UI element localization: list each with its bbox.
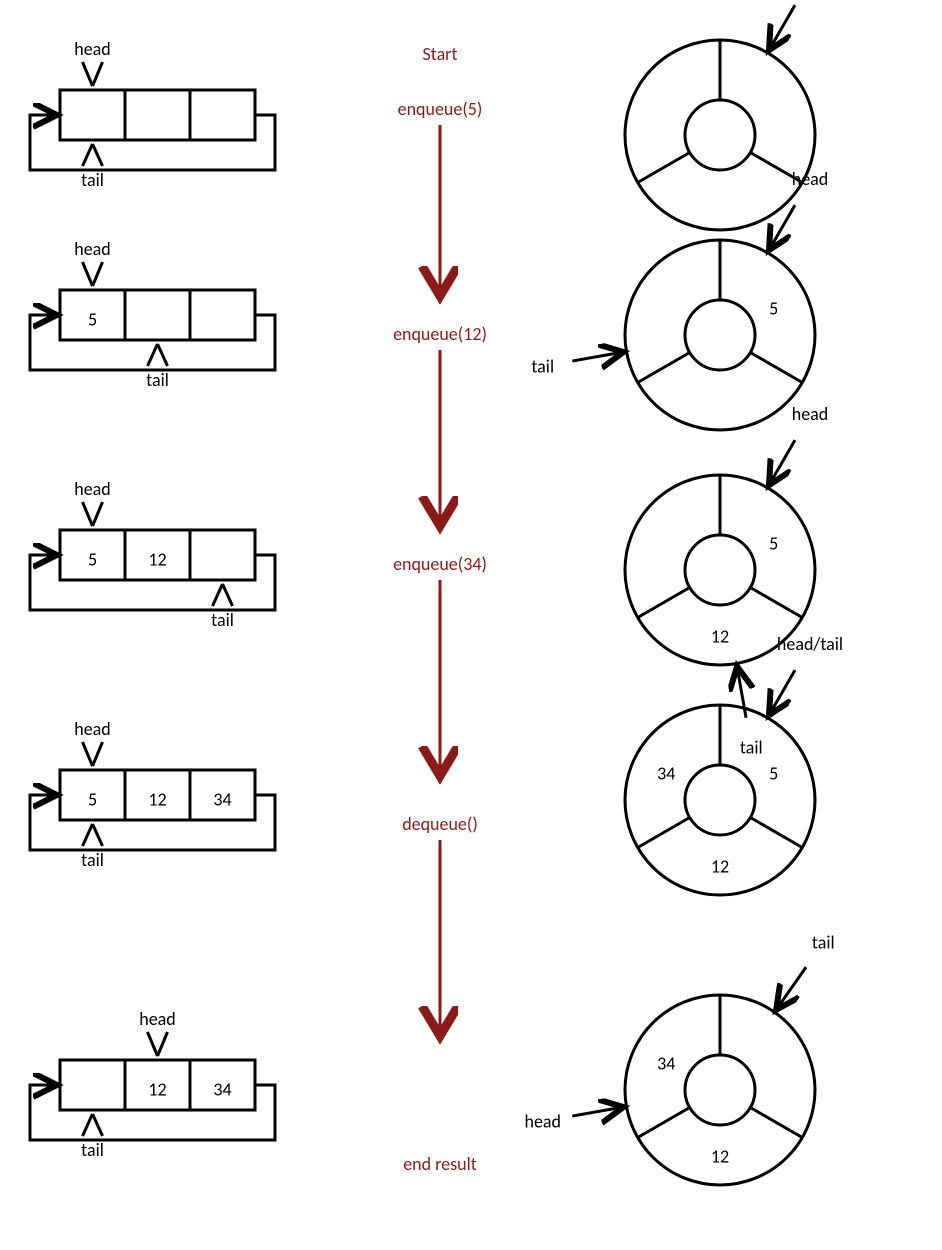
operation-label-3: enqueue(34) bbox=[393, 553, 487, 575]
pointer-label: tail bbox=[812, 932, 835, 954]
pointer-label: head/tail bbox=[777, 633, 843, 655]
queue-cell-value: 12 bbox=[148, 1078, 166, 1100]
queue-cell-value: 34 bbox=[213, 788, 231, 810]
pointer-arrow bbox=[771, 440, 796, 482]
queue-cell-value: 5 bbox=[88, 548, 97, 570]
circle-seg-value: 5 bbox=[769, 762, 778, 784]
circle-seg-value: 34 bbox=[657, 1052, 675, 1074]
head-label: head bbox=[139, 1008, 176, 1030]
spoke bbox=[750, 1108, 802, 1138]
pointer-label: head bbox=[792, 168, 829, 190]
pointer-label: head bbox=[524, 1110, 561, 1132]
circular-state-4 bbox=[572, 967, 815, 1185]
operation-label-5: end result bbox=[403, 1153, 477, 1175]
pointer-arrow bbox=[738, 669, 747, 717]
queue-cell-value: 12 bbox=[148, 788, 166, 810]
head-label: head bbox=[74, 238, 111, 260]
circle-seg-value: 5 bbox=[769, 297, 778, 319]
spoke bbox=[750, 588, 802, 618]
queue-cell bbox=[125, 290, 190, 340]
spoke bbox=[638, 818, 690, 848]
inner-circle bbox=[685, 765, 755, 835]
operation-label-2: enqueue(12) bbox=[393, 323, 487, 345]
circular-state-1 bbox=[572, 205, 815, 430]
queue-cell-value: 5 bbox=[88, 788, 97, 810]
pointer-arrow bbox=[771, 5, 796, 47]
queue-cell bbox=[190, 530, 255, 580]
circular-state-2 bbox=[625, 440, 815, 718]
operation-label-0: Start bbox=[422, 43, 457, 65]
circle-seg-value: 5 bbox=[769, 532, 778, 554]
wrap-arrow bbox=[30, 315, 275, 370]
head-label: head bbox=[74, 478, 111, 500]
tail-label: tail bbox=[81, 849, 104, 871]
pointer-arrow bbox=[771, 670, 796, 712]
pointer-arrow bbox=[572, 353, 620, 362]
linear-state-0 bbox=[30, 62, 275, 170]
queue-cell bbox=[190, 290, 255, 340]
pointer-label: head bbox=[792, 403, 829, 425]
inner-circle bbox=[685, 300, 755, 370]
wrap-arrow bbox=[30, 115, 275, 170]
tail-label: tail bbox=[211, 609, 234, 631]
queue-cell bbox=[125, 90, 190, 140]
inner-circle bbox=[685, 100, 755, 170]
spoke bbox=[638, 353, 690, 383]
queue-cell bbox=[190, 90, 255, 140]
circle-seg-value: 34 bbox=[657, 762, 675, 784]
linear-state-1 bbox=[30, 262, 275, 370]
head-label: head bbox=[74, 718, 111, 740]
pointer-label: tail bbox=[740, 736, 763, 758]
pointer-arrow bbox=[572, 1108, 620, 1117]
queue-cell bbox=[60, 1060, 125, 1110]
tail-label: tail bbox=[146, 369, 169, 391]
queue-cell-value: 12 bbox=[148, 548, 166, 570]
diagram-canvas: Start enqueue(5) enqueue(12) enqueue(34) deq… bbox=[0, 0, 942, 1250]
tail-label: tail bbox=[81, 169, 104, 191]
queue-cell-value: 34 bbox=[213, 1078, 231, 1100]
inner-circle bbox=[685, 1055, 755, 1125]
operation-label-1: enqueue(5) bbox=[398, 98, 483, 120]
queue-cell-value: 5 bbox=[88, 308, 97, 330]
circular-state-0 bbox=[625, 5, 815, 230]
inner-circle bbox=[685, 535, 755, 605]
circle-seg-value: 12 bbox=[711, 625, 729, 647]
tail-label: tail bbox=[81, 1139, 104, 1161]
spoke bbox=[638, 1108, 690, 1138]
circle-seg-value: 12 bbox=[711, 855, 729, 877]
circle-seg-value: 12 bbox=[711, 1145, 729, 1167]
queue-cell bbox=[60, 90, 125, 140]
operation-label-4: dequeue() bbox=[402, 813, 478, 835]
pointer-arrow bbox=[778, 967, 806, 1007]
head-label: head bbox=[74, 38, 111, 60]
spoke bbox=[638, 588, 690, 618]
spoke bbox=[750, 818, 802, 848]
spoke bbox=[750, 353, 802, 383]
spoke bbox=[638, 153, 690, 183]
pointer-label: tail bbox=[531, 355, 554, 377]
